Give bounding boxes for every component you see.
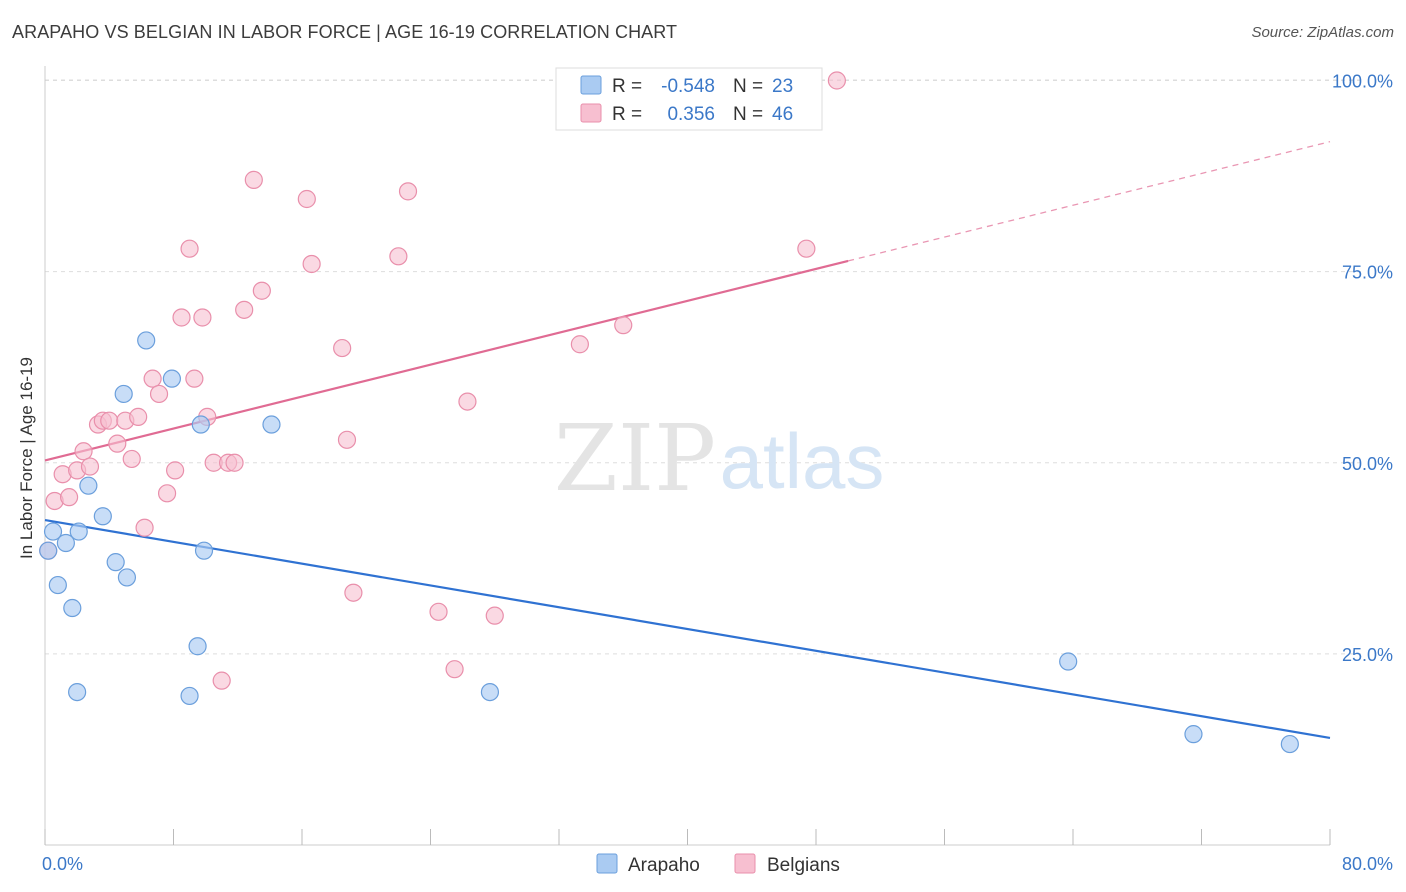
point-arapaho-8 bbox=[93, 507, 112, 526]
series-legend: Arapaho Belgians bbox=[596, 853, 840, 876]
tick-label-layer: 25.0% 50.0% 75.0% 100.0% 0.0% 80.0% bbox=[42, 72, 1393, 875]
watermark-zip: ZIP bbox=[554, 405, 716, 512]
point-belgians-37 bbox=[398, 182, 418, 201]
point-belgians-29 bbox=[244, 170, 263, 189]
point-arapaho-1 bbox=[43, 522, 63, 541]
legend-swatch-belgians bbox=[734, 853, 756, 874]
point-arapaho-6 bbox=[69, 522, 88, 541]
point-arapaho-22 bbox=[1280, 734, 1299, 754]
points-layer bbox=[39, 71, 1299, 754]
y-tick-label-50: 50.0% bbox=[1342, 454, 1393, 474]
stats-r-value-belgians: 0.356 bbox=[667, 104, 715, 125]
point-belgians-25 bbox=[212, 671, 231, 690]
y-tick-label-25: 25.0% bbox=[1342, 645, 1393, 665]
trendline-belgians-extension bbox=[847, 141, 1331, 262]
point-belgians-18 bbox=[166, 461, 185, 480]
stats-n-value-belgians: 46 bbox=[772, 104, 793, 125]
point-arapaho-17 bbox=[180, 686, 199, 706]
stats-n-label-arapaho: N = bbox=[733, 76, 763, 97]
stats-n-label-belgians: N = bbox=[733, 104, 763, 125]
point-belgians-31 bbox=[297, 189, 316, 209]
point-belgians-15 bbox=[143, 369, 162, 388]
stats-r-label-belgians: R = bbox=[612, 104, 642, 125]
legend-label-arapaho: Arapaho bbox=[628, 855, 700, 876]
point-arapaho-21 bbox=[1184, 725, 1203, 744]
point-belgians-14 bbox=[135, 518, 154, 537]
point-belgians-35 bbox=[344, 583, 363, 602]
point-belgians-21 bbox=[185, 369, 204, 388]
point-arapaho-18 bbox=[262, 415, 281, 434]
point-belgians-28 bbox=[235, 300, 254, 319]
point-belgians-13 bbox=[129, 407, 148, 426]
y-axis-title: In Labor Force | Age 16-19 bbox=[17, 357, 36, 559]
point-arapaho-5 bbox=[68, 682, 87, 702]
point-belgians-22 bbox=[193, 308, 212, 327]
point-arapaho-7 bbox=[79, 476, 98, 495]
point-belgians-42 bbox=[570, 335, 589, 354]
point-belgians-3 bbox=[59, 488, 79, 507]
x-tick-label-0: 0.0% bbox=[42, 854, 83, 874]
legend-label-belgians: Belgians bbox=[767, 855, 840, 876]
point-belgians-33 bbox=[333, 338, 352, 358]
stats-legend: R = -0.548 N = 23 R = 0.356 N = 46 bbox=[555, 67, 823, 131]
point-belgians-9 bbox=[100, 411, 119, 430]
grid-layer bbox=[45, 79, 1365, 655]
trend-layer bbox=[44, 141, 1331, 740]
point-belgians-19 bbox=[172, 308, 191, 327]
point-arapaho-2 bbox=[48, 575, 67, 595]
trendline-belgians bbox=[44, 259, 849, 462]
point-belgians-44 bbox=[797, 239, 816, 258]
y-tick-label-100: 100.0% bbox=[1332, 72, 1393, 92]
point-arapaho-11 bbox=[114, 384, 133, 404]
point-belgians-38 bbox=[429, 602, 448, 621]
point-arapaho-10 bbox=[117, 568, 137, 587]
point-belgians-41 bbox=[485, 606, 504, 625]
point-arapaho-19 bbox=[480, 682, 500, 702]
point-belgians-36 bbox=[389, 247, 408, 266]
point-belgians-40 bbox=[458, 392, 477, 411]
y-tick-label-75: 75.0% bbox=[1342, 263, 1393, 283]
point-belgians-45 bbox=[827, 71, 846, 90]
point-belgians-43 bbox=[614, 316, 633, 335]
point-belgians-16 bbox=[149, 384, 169, 404]
point-arapaho-14 bbox=[191, 415, 210, 434]
point-arapaho-4 bbox=[63, 598, 82, 618]
stats-n-value-arapaho: 23 bbox=[772, 76, 793, 97]
trendline-arapaho bbox=[44, 519, 1331, 740]
point-arapaho-16 bbox=[188, 637, 207, 656]
stats-r-label-arapaho: R = bbox=[612, 76, 642, 97]
stats-swatch-belgians bbox=[580, 103, 602, 123]
source-credit: Source: ZipAtlas.com bbox=[1251, 24, 1394, 41]
point-belgians-5 bbox=[74, 442, 93, 461]
point-arapaho-12 bbox=[137, 331, 156, 350]
chart-title: ARAPAHO VS BELGIAN IN LABOR FORCE | AGE … bbox=[12, 22, 678, 42]
point-arapaho-0 bbox=[39, 541, 58, 560]
point-belgians-32 bbox=[302, 254, 321, 274]
watermark-atlas: atlas bbox=[720, 417, 885, 505]
point-belgians-12 bbox=[122, 449, 141, 469]
point-belgians-20 bbox=[180, 239, 199, 258]
point-arapaho-3 bbox=[56, 533, 75, 553]
point-belgians-39 bbox=[445, 660, 464, 679]
point-belgians-17 bbox=[157, 484, 177, 503]
point-belgians-27 bbox=[225, 453, 244, 472]
point-arapaho-15 bbox=[194, 541, 214, 560]
point-belgians-10 bbox=[108, 434, 127, 453]
point-belgians-6 bbox=[80, 457, 100, 476]
point-arapaho-13 bbox=[162, 369, 181, 388]
point-arapaho-20 bbox=[1059, 652, 1078, 671]
stats-r-value-arapaho: -0.548 bbox=[661, 76, 715, 97]
stats-swatch-arapaho bbox=[580, 75, 602, 95]
point-arapaho-9 bbox=[106, 553, 125, 572]
legend-swatch-arapaho bbox=[596, 853, 618, 874]
point-belgians-34 bbox=[337, 430, 357, 449]
axis-layer bbox=[44, 66, 1331, 846]
x-tick-label-80: 80.0% bbox=[1342, 854, 1393, 874]
point-belgians-30 bbox=[252, 281, 271, 300]
